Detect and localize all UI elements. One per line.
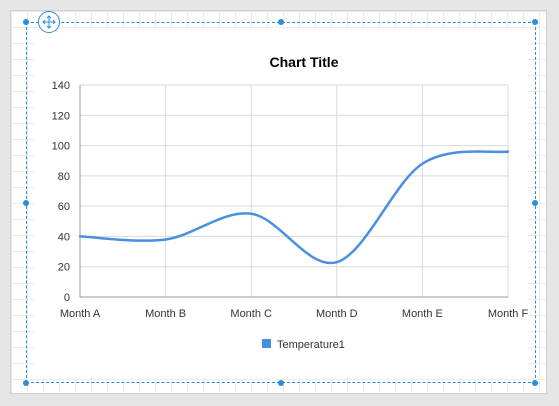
x-tick-label: Month E bbox=[402, 308, 443, 320]
resize-handle-bottom[interactable] bbox=[278, 380, 284, 386]
x-axis-ticks: Month A Month B Month C Month D Month E Month… bbox=[60, 308, 528, 320]
y-tick-label: 140 bbox=[52, 80, 70, 92]
legend-label: Temperature1 bbox=[277, 339, 345, 351]
chart-axes bbox=[79, 85, 508, 298]
chart-title[interactable]: Chart Title bbox=[270, 54, 339, 70]
move-arrows-icon bbox=[42, 15, 56, 29]
resize-handle-top[interactable] bbox=[278, 19, 284, 25]
resize-handle-left[interactable] bbox=[23, 200, 29, 206]
chart-series bbox=[78, 150, 510, 265]
resize-handle-bottom-right[interactable] bbox=[532, 380, 538, 386]
resize-handle-bottom-left[interactable] bbox=[23, 380, 29, 386]
y-tick-label: 40 bbox=[58, 231, 70, 243]
y-tick-label: 60 bbox=[58, 201, 70, 213]
y-tick-label: 100 bbox=[52, 141, 70, 153]
move-handle[interactable] bbox=[38, 11, 60, 33]
y-axis-ticks: 0 20 40 60 80 100 120 140 bbox=[52, 80, 70, 304]
x-tick-label: Month C bbox=[230, 308, 272, 320]
x-tick-label: Month B bbox=[145, 308, 186, 320]
selection-border bbox=[26, 22, 536, 383]
y-tick-label: 20 bbox=[58, 262, 70, 274]
series-line[interactable] bbox=[78, 150, 510, 265]
y-tick-label: 0 bbox=[64, 292, 70, 304]
x-tick-label: Month D bbox=[316, 308, 358, 320]
resize-handle-top-right[interactable] bbox=[532, 19, 538, 25]
resize-handle-top-left[interactable] bbox=[23, 19, 29, 25]
y-tick-label: 80 bbox=[58, 171, 70, 183]
resize-handle-right[interactable] bbox=[532, 200, 538, 206]
chart-control[interactable]: Chart Title 0 20 40 60 80 100 120 140 Month A Mo… bbox=[34, 30, 528, 378]
chart-legend[interactable]: Temperature1 bbox=[262, 339, 345, 351]
x-tick-label: Month F bbox=[488, 308, 528, 320]
legend-swatch bbox=[262, 339, 271, 348]
x-tick-label: Month A bbox=[60, 308, 101, 320]
y-tick-label: 120 bbox=[52, 110, 70, 122]
